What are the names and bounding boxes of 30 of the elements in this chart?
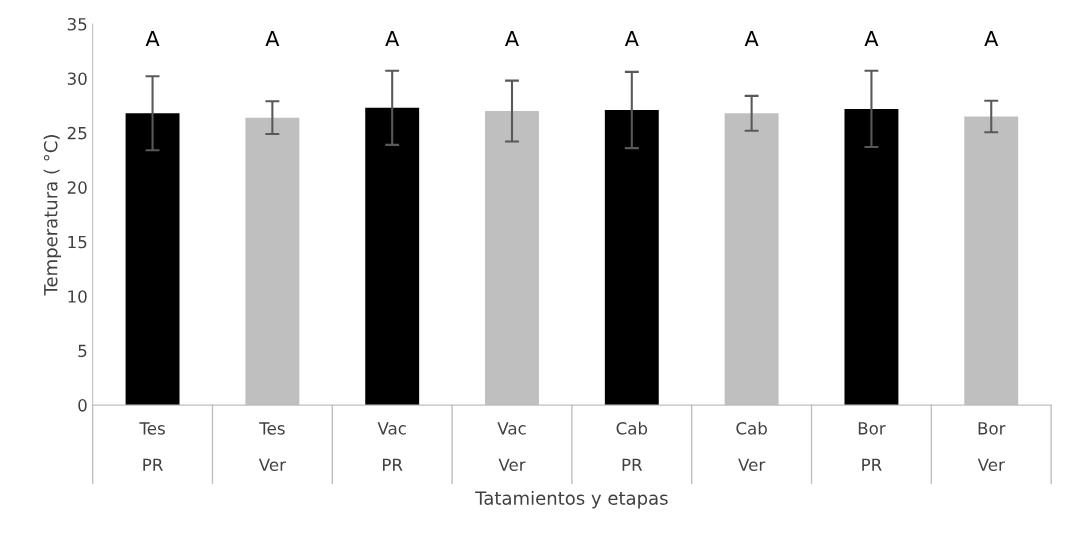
bar: [844, 108, 899, 406]
y-tick-label: 25: [67, 126, 87, 140]
y-tick-label: 0: [78, 399, 87, 412]
y-tick-label: 10: [68, 290, 87, 303]
annotation: A: [265, 30, 280, 47]
y-axis-title: Temperatura ( °C): [43, 135, 62, 296]
annotation: A: [505, 30, 519, 47]
category-label: Tes PR: [139, 422, 165, 471]
category-label: Tes Ver: [258, 422, 286, 472]
annotation: A: [984, 30, 999, 47]
y-tick-label: 5: [78, 344, 87, 358]
bar: [365, 107, 420, 406]
category-label: Vac Ver: [497, 422, 526, 472]
category-label: Vac PR: [377, 422, 406, 471]
annotation: A: [385, 30, 400, 47]
annotation: A: [624, 30, 639, 47]
category-label: Cab PR: [616, 421, 648, 471]
y-tick-label: 15: [68, 235, 87, 249]
bar: [604, 110, 659, 406]
y-tick-label: 35: [67, 17, 87, 31]
bar: [125, 113, 180, 406]
y-tick-label: 30: [67, 72, 87, 85]
y-tick-label: 20: [67, 181, 87, 194]
annotation: A: [744, 30, 759, 47]
annotation: A: [145, 30, 160, 47]
category-label: Cab Ver: [736, 421, 767, 472]
annotation: A: [864, 30, 879, 47]
category-label: Bor Ver: [977, 422, 1006, 472]
x-axis-title: Tatamientos y etapas: [475, 490, 668, 509]
category-label: Bor PR: [858, 422, 886, 471]
